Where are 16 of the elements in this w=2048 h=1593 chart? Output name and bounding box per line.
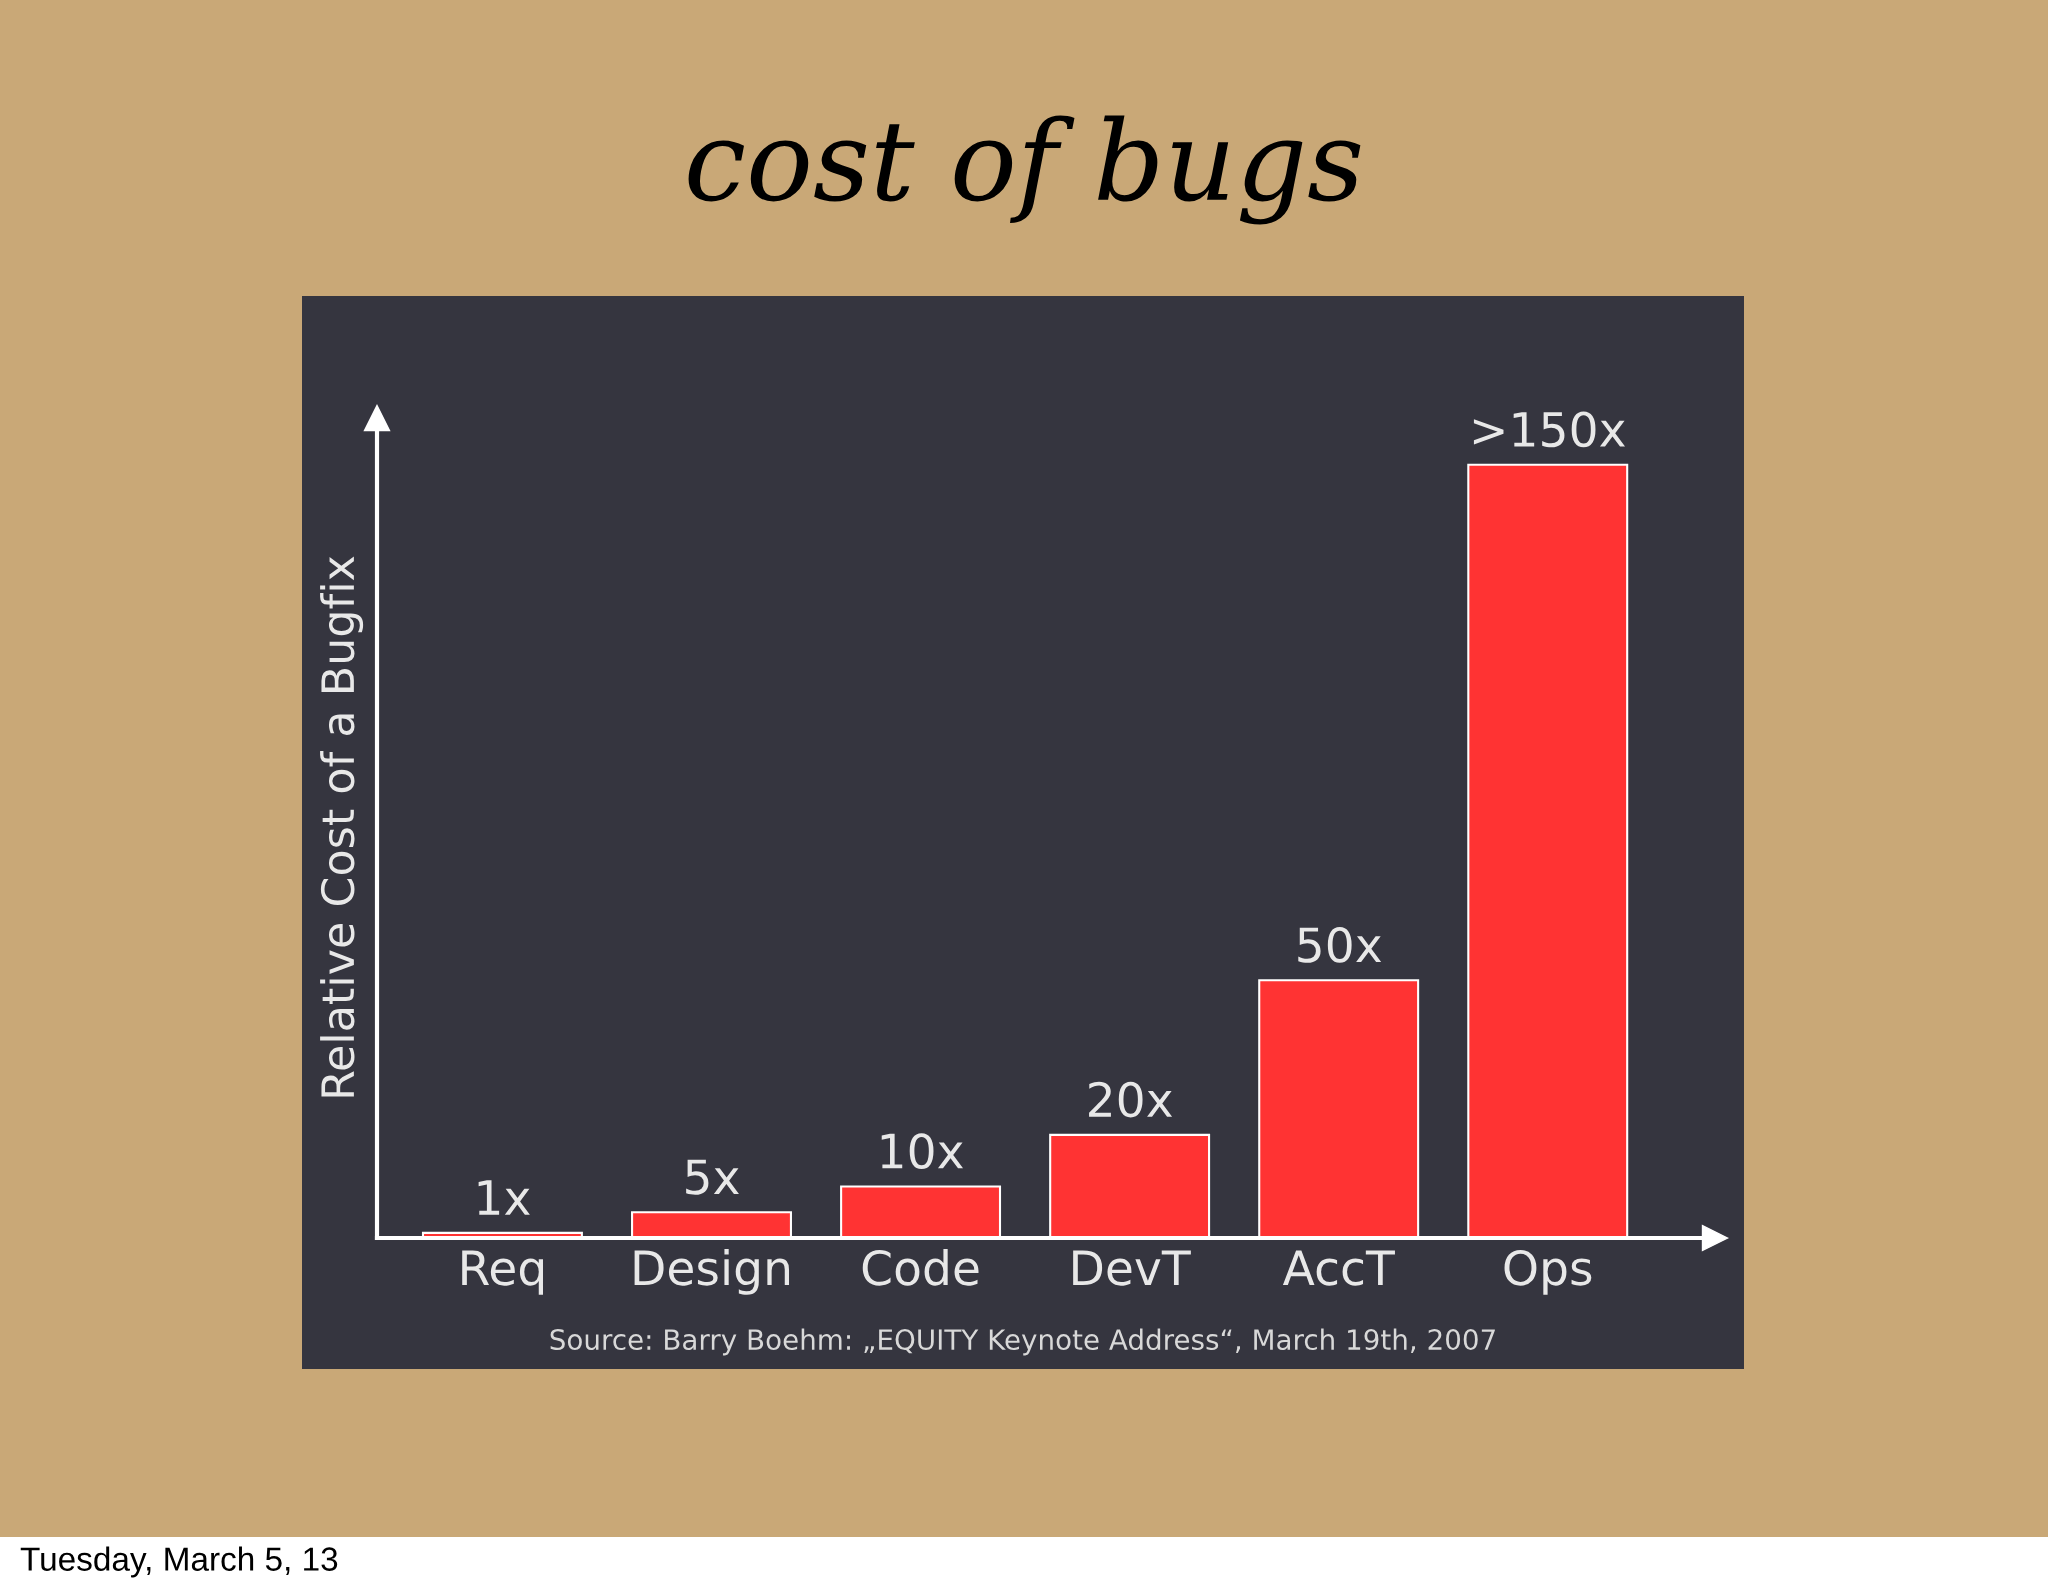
source-note: Source: Barry Boehm: „EQUITY Keynote Address“, March 19th, 2007 <box>550 1328 1495 1356</box>
x-tick-label: Code <box>862 1249 979 1286</box>
data-label: 5x <box>686 1159 739 1195</box>
x-tick-label: DevT <box>1073 1250 1191 1286</box>
x-tick-label: Req <box>462 1250 543 1295</box>
x-tick-label: Design <box>634 1249 790 1295</box>
data-label: 1x <box>478 1180 530 1215</box>
chart-title: cost of bugs <box>688 115 1361 225</box>
data-label: >150x <box>1473 411 1626 448</box>
data-label: 10x <box>881 1133 964 1169</box>
x-tick-label: AccT <box>1282 1250 1395 1286</box>
y-axis-title: Relative Cost of a Bugfix <box>320 556 364 1097</box>
text: Tuesday, March 5, 13 <box>20 1546 338 1578</box>
x-tick-label: Ops <box>1504 1249 1592 1295</box>
data-label: 20x <box>1089 1081 1173 1118</box>
data-label: 50x <box>1298 927 1382 963</box>
